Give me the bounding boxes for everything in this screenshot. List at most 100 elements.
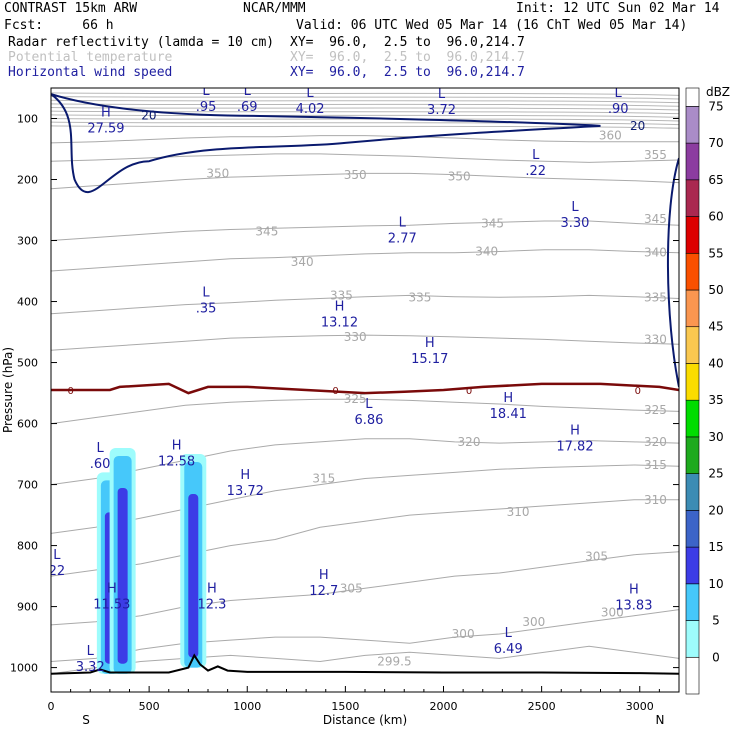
colorbar-cap: [685, 87, 700, 107]
isentrope-360: [51, 135, 679, 144]
extremum-value: 17.82: [556, 439, 593, 454]
valid-time: Valid: 06 UTC Wed 05 Mar 14 (16 ChT Wed …: [296, 18, 688, 33]
extremum-value: 18.41: [490, 407, 527, 422]
reflectivity-cell-15dbz: [188, 494, 199, 658]
isentrope-label: 330: [644, 332, 667, 346]
extremum-value: .22: [525, 164, 546, 179]
isentrope-label: 325: [644, 403, 667, 417]
y-tick-label: 1000: [10, 662, 38, 675]
isentrope-label: 310: [507, 505, 530, 519]
reflectivity-cell-15dbz: [117, 487, 128, 664]
extremum-value: 3.30: [561, 216, 590, 231]
wind-speed-contour-20: [51, 93, 601, 194]
extremum-value: .69: [237, 100, 258, 115]
extremum-type: L: [306, 86, 314, 101]
isentrope-label: 340: [291, 255, 314, 269]
extremum-value: 13.72: [227, 484, 264, 499]
extremum-value: 13.83: [615, 599, 652, 614]
extremum-type: H: [629, 583, 639, 598]
isentrope-label: 345: [481, 216, 504, 230]
extremum-type: L: [53, 548, 61, 563]
colorbar-label: 5: [712, 614, 720, 628]
colorbar-swatch-35: [685, 399, 700, 438]
wind-extremum-L: L.69: [237, 88, 258, 115]
x-tick-label: 2000: [430, 700, 458, 713]
extremum-value: .95: [196, 100, 217, 115]
extremum-value: 13.12: [321, 316, 358, 331]
extremum-value: .60: [90, 457, 111, 472]
colorbar-swatch-70: [685, 142, 700, 181]
isentrope-label: 300: [522, 615, 545, 629]
colorbar-swatch-45: [685, 326, 700, 364]
colorbar-label: 30: [708, 430, 723, 444]
wind-extremum-L: L.60: [90, 441, 111, 472]
upper-isentrope-line: [51, 103, 679, 107]
field-name-reflectivity: Radar reflectivity (lamda = 10 cm): [8, 35, 275, 50]
freezing-level-label: 0: [466, 386, 472, 397]
isentrope-310: [51, 499, 679, 577]
freezing-level-line: [51, 382, 679, 395]
wind-extremum-L: L2.77: [388, 215, 417, 246]
isentrope-label: 340: [644, 246, 667, 260]
colorbar-swatch-0: [685, 656, 700, 695]
extremum-value: 12.3: [197, 597, 226, 612]
isentrope-315: [51, 464, 679, 534]
colorbar-swatch-20: [685, 510, 700, 548]
y-tick-label: 400: [17, 296, 38, 309]
colorbar-swatch-40: [685, 363, 700, 401]
colorbar-label: 40: [708, 356, 723, 370]
isentrope-label: 325: [344, 392, 367, 406]
isentrope-299.5: [51, 645, 679, 675]
colorbar-swatch-60: [685, 216, 700, 254]
y-tick-label: 900: [17, 601, 38, 614]
extremum-type: L: [399, 215, 407, 230]
wind-extremum-H: H15.17: [411, 336, 448, 367]
wind-contour-label: 20: [141, 108, 156, 122]
extremum-value: .90: [608, 102, 629, 117]
wind-extremum-H: H12.58: [158, 439, 195, 470]
extremum-type: H: [425, 336, 435, 351]
freezing-level-label: 0: [635, 386, 641, 397]
isentrope-label: 315: [644, 458, 667, 472]
extremum-type: H: [172, 439, 182, 454]
isentrope-label: 320: [644, 435, 667, 449]
field-xy-wind: XY= 96.0, 2.5 to 96.0,214.7: [290, 65, 525, 80]
model-title: CONTRAST 15km ARW: [4, 1, 138, 16]
wind-extremum-L: L.95: [196, 88, 217, 115]
extremum-value: 11.53: [93, 597, 130, 612]
isentrope-label: 350: [344, 168, 367, 182]
wind-contour-label: 20: [630, 119, 645, 133]
surface-pressure-line: [51, 653, 679, 675]
colorbar-swatch-55: [685, 252, 700, 291]
y-tick-label: 700: [17, 479, 38, 492]
colorbar-swatch-50: [685, 289, 700, 328]
extremum-type: L: [615, 86, 623, 101]
colorbar-label: 55: [708, 246, 723, 260]
isentrope-320: [51, 438, 679, 486]
upper-isentrope-line: [51, 92, 679, 96]
extremum-value: 3.32: [76, 660, 105, 675]
wind-extremum-L: L.35: [196, 285, 217, 316]
upper-isentrope-line: [51, 121, 679, 126]
upper-isentrope-line: [51, 99, 679, 104]
wind-extremum-H: H17.82: [556, 423, 593, 454]
extremum-value: .35: [196, 301, 217, 316]
y-axis-label: Pressure (hPa): [1, 347, 15, 433]
extremum-type: L: [365, 397, 373, 412]
isentrope-label: 335: [644, 290, 667, 304]
wind-extremum-H: H13.83: [615, 583, 652, 614]
colorbar: 0 5 10 15 20 25 30 35 40 45 50 55 60 65 70 75: [685, 87, 724, 695]
isentrope-label: 350: [448, 169, 471, 183]
x-tick-label: 500: [139, 700, 160, 713]
axes: 0 500 1000 1500 2000 2500 30001002003004005006…: [10, 113, 680, 713]
extremum-type: H: [207, 581, 217, 596]
plot-header: CONTRAST 15km ARW NCAR/MMM Init: 12 UTC …: [0, 0, 740, 82]
colorbar-swatch-75: [685, 106, 700, 144]
x-axis-label: Distance (km): [323, 713, 407, 727]
colorbar-label: 70: [708, 136, 723, 150]
upper-isentrope-line: [51, 118, 679, 122]
extremum-value: 6.49: [494, 642, 523, 657]
wind-extremum-L: L6.49: [494, 626, 523, 657]
isentrope-label: 340: [475, 245, 498, 259]
